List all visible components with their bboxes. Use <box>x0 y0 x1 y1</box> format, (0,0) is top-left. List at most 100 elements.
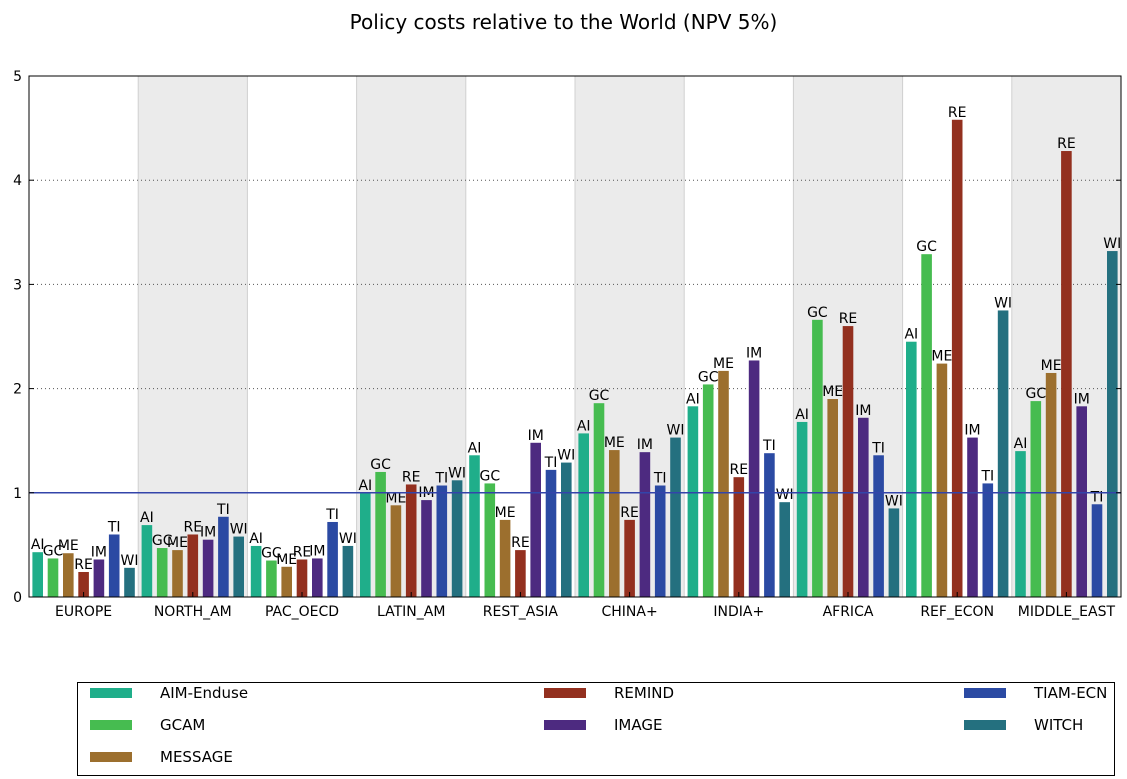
plot-frame <box>28 75 1122 598</box>
bar-ti <box>545 469 557 597</box>
bar-label: AI <box>358 478 372 494</box>
bar-re <box>624 519 635 597</box>
bar-label: TI <box>762 438 776 454</box>
bar-gc <box>484 483 496 597</box>
bar-label: WI <box>776 487 794 503</box>
legend-item: TIAM-ECN <box>964 683 1107 703</box>
bar-label: RE <box>293 544 312 560</box>
legend-item: MESSAGE <box>90 747 233 767</box>
bar-label: RE <box>1057 136 1076 152</box>
bar-me <box>499 519 511 597</box>
bar-label: TI <box>871 440 885 456</box>
bar-label: TI <box>980 468 994 484</box>
bar-label: WI <box>1103 236 1121 252</box>
bar-me <box>281 566 292 597</box>
legend-swatch <box>964 688 1006 698</box>
bar-label: AI <box>31 537 45 553</box>
bar-label: IM <box>637 437 653 453</box>
bar-label: ME <box>58 538 79 554</box>
legend-swatch <box>544 720 586 730</box>
bar-chart: AIGCMEREIMTIWIEUROPEAIGCMEREIMTIWINORTH_… <box>13 69 1122 620</box>
bar-label: ME <box>276 552 297 568</box>
bar-gc <box>702 384 714 597</box>
bar-ai <box>250 545 262 597</box>
bar-wi <box>124 567 135 597</box>
bar-label: GC <box>916 239 937 255</box>
bar-label: AI <box>795 407 809 423</box>
legend-label: IMAGE <box>614 716 663 734</box>
bar-ti <box>982 483 994 597</box>
bar-ai <box>360 492 371 597</box>
bar-gc <box>47 558 59 597</box>
bar-label: GC <box>370 457 391 473</box>
bar-label: WI <box>667 423 685 439</box>
bar-re <box>78 571 89 597</box>
bar-label: WI <box>230 522 248 538</box>
bar-ai <box>141 525 153 597</box>
bar-ai <box>796 421 808 597</box>
legend-label: REMIND <box>614 684 675 702</box>
bar-me <box>718 370 729 597</box>
bar-label: ME <box>931 349 952 365</box>
legend: AIM-Enduse GCAM MESSAGE REMIND IMAGE TIAM-ECN… <box>77 682 1115 776</box>
bar-label: WI <box>121 553 139 569</box>
bar-label: AI <box>577 418 591 434</box>
bar-wi <box>1107 251 1118 597</box>
bar-gc <box>593 403 605 597</box>
bar-label: GC <box>807 305 828 321</box>
bar-re <box>842 326 854 597</box>
bar-label: AI <box>468 440 482 456</box>
legend-item: IMAGE <box>544 715 662 735</box>
bar-ai <box>687 406 699 597</box>
bar-label: ME <box>1041 358 1062 374</box>
y-tick-label: 3 <box>13 277 22 293</box>
bar-im <box>421 500 432 597</box>
x-tick-label: EUROPE <box>55 604 112 620</box>
chart-title: Policy costs relative to the World (NPV … <box>349 10 778 34</box>
bar-label: RE <box>184 519 203 535</box>
category-band <box>138 76 248 597</box>
bar-ai <box>906 341 917 597</box>
bar-ti <box>764 453 775 597</box>
bar-label: AI <box>686 391 700 407</box>
bar-im <box>1076 406 1087 597</box>
bar-gc <box>375 471 386 597</box>
bar-re <box>187 534 199 597</box>
legend-swatch <box>964 720 1006 730</box>
bar-label: AI <box>249 531 263 547</box>
bar-im <box>530 442 541 597</box>
bar-label: ME <box>713 356 734 372</box>
legend-item: WITCH <box>964 715 1083 735</box>
bar-re <box>733 477 745 597</box>
bar-label: WI <box>448 465 466 481</box>
legend-swatch <box>90 752 132 762</box>
bar-label: RE <box>74 557 93 573</box>
bar-label: ME <box>495 505 516 521</box>
x-tick-label: REST_ASIA <box>483 604 559 620</box>
bar-wi <box>561 462 572 597</box>
bar-label: RE <box>620 505 639 521</box>
bar-re <box>951 119 963 597</box>
bar-re <box>515 550 526 597</box>
bar-label: IM <box>855 403 871 419</box>
bar-label: IM <box>964 423 980 439</box>
bar-label: ME <box>167 535 188 551</box>
x-tick-label: LATIN_AM <box>377 604 445 620</box>
legend-label: GCAM <box>160 716 206 734</box>
bar-label: TI <box>434 471 448 487</box>
bar-label: WI <box>339 531 357 547</box>
x-tick-label: AFRICA <box>823 604 874 620</box>
x-tick-label: NORTH_AM <box>154 604 232 620</box>
legend-item: GCAM <box>90 715 205 735</box>
legend-item: REMIND <box>544 683 674 703</box>
bar-label: GC <box>479 468 500 484</box>
x-tick-label: PAC_OECD <box>265 604 339 620</box>
legend-swatch <box>90 720 132 730</box>
bar-label: GC <box>1025 386 1046 402</box>
y-tick-label: 4 <box>13 173 22 189</box>
bar-label: IM <box>528 428 544 444</box>
legend-item: AIM-Enduse <box>90 683 248 703</box>
bar-ti <box>108 534 120 597</box>
bar-label: AI <box>1014 436 1028 452</box>
bar-label: TI <box>653 471 667 487</box>
